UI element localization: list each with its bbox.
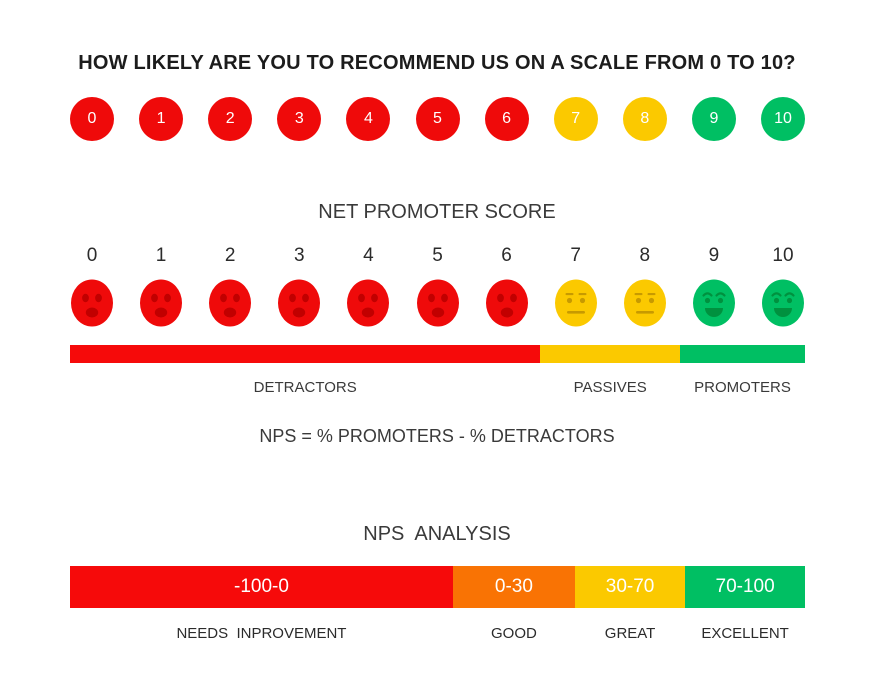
scale-number-label-0: 0	[86, 245, 98, 266]
face-neutral-8-icon	[623, 279, 667, 327]
face-sad-3-icon	[277, 279, 321, 327]
face-sad-1-icon	[139, 279, 183, 327]
scale-number-label-3: 3	[294, 245, 305, 266]
nps-category-label-detractors: DETRACTORS	[253, 379, 357, 396]
scale-circle-9[interactable]: 9	[691, 97, 736, 141]
nps-category-label-passives: PASSIVES	[573, 379, 647, 396]
scale-number-label-6: 6	[501, 245, 512, 266]
scale-circle-5[interactable]: 5	[415, 97, 460, 141]
scale-number-label-2: 2	[224, 245, 236, 266]
scale-number-label-8: 8	[639, 245, 651, 266]
analysis-segment-needs-inprovement: -100-0	[70, 566, 453, 608]
scale-circle-3[interactable]: 3	[277, 97, 322, 141]
scale-circle-1[interactable]: 1	[139, 97, 184, 141]
analysis-label-excellent: EXCELLENT	[701, 625, 789, 642]
face-sad-2-icon	[208, 279, 252, 327]
nps-bar-segment-promoters	[680, 345, 805, 363]
nps-analysis-bar: -100-0 0-30 30-70 70-100	[70, 566, 805, 608]
face-sad-6-icon	[485, 279, 529, 327]
nps-bar-segment-detractors	[70, 345, 541, 363]
scale-circle-10[interactable]: 10	[761, 97, 805, 141]
face-sad-5-icon	[416, 279, 460, 327]
scale-number-row: 0 1 2 3 4 5 6 7 8 9 10	[70, 245, 805, 271]
face-happy-9-icon	[692, 279, 736, 327]
scale-circle-2[interactable]: 2	[208, 97, 253, 141]
analysis-label-great: GREAT	[604, 625, 656, 642]
nps-formula: NPS = % PROMOTERS - % DETRACTORS	[259, 426, 615, 446]
analysis-segment-great: 30-70	[574, 566, 686, 608]
scale-number-label-5: 5	[432, 245, 443, 266]
scale-circle-row: 0 1 2 3 4 5 6 7 8 9 10	[70, 97, 805, 143]
scale-circle-4[interactable]: 4	[346, 97, 391, 141]
section-title-net-promoter-score: NET PROMOTER SCORE	[318, 201, 556, 223]
scale-number-label-1: 1	[155, 245, 167, 266]
scale-number-label-10: 10	[772, 245, 794, 266]
face-sad-0-icon	[70, 279, 114, 327]
scale-circle-0[interactable]: 0	[70, 97, 114, 141]
scale-circle-8[interactable]: 8	[622, 97, 667, 141]
section-title-nps-analysis: NPS ANALYSIS	[363, 523, 511, 545]
scale-circle-6[interactable]: 6	[484, 97, 529, 141]
scale-number-label-4: 4	[363, 245, 374, 266]
face-happy-10-icon	[761, 279, 805, 327]
page-title: HOW LIKELY ARE YOU TO RECOMMEND US ON A …	[78, 52, 796, 74]
scale-number-label-9: 9	[708, 245, 720, 266]
nps-category-bar	[70, 345, 805, 363]
analysis-label-needs-inprovement: NEEDS INPROVEMENT	[176, 625, 347, 642]
nps-category-label-promoters: PROMOTERS	[694, 379, 791, 396]
scale-face-row	[70, 279, 805, 327]
analysis-label-good: GOOD	[491, 625, 537, 642]
face-sad-4-icon	[346, 279, 390, 327]
scale-number-label-7: 7	[570, 245, 581, 266]
face-neutral-7-icon	[554, 279, 598, 327]
nps-bar-segment-passives	[540, 345, 681, 363]
scale-circle-7[interactable]: 7	[553, 97, 598, 141]
analysis-segment-good: 0-30	[452, 566, 575, 608]
analysis-segment-excellent: 70-100	[685, 566, 805, 608]
